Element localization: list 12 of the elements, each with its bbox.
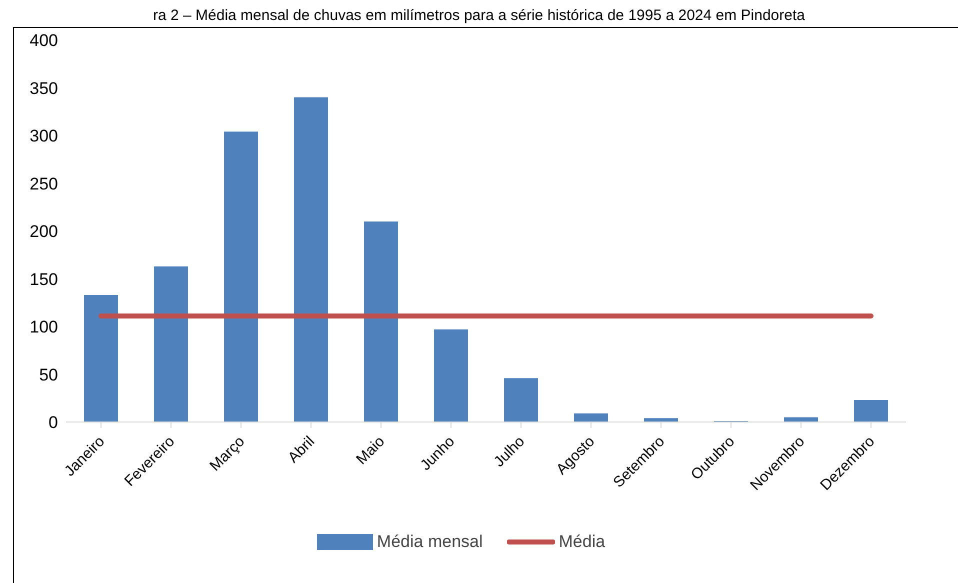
y-tick-label: 200 <box>30 222 58 242</box>
y-tick-label: 400 <box>30 31 58 50</box>
y-tick-label: 300 <box>30 126 58 146</box>
legend-label: Média mensal <box>376 532 483 552</box>
y-tick-label: 350 <box>30 78 58 98</box>
y-tick-label: 100 <box>30 318 58 337</box>
y-tick-label: 150 <box>30 270 58 289</box>
y-tick-label: 50 <box>39 365 58 384</box>
y-tick-label: 0 <box>48 413 58 432</box>
y-tick-label: 250 <box>30 174 58 194</box>
legend-label: Média <box>558 532 606 552</box>
chart-title: ra 2 – Média mensal de chuvas em milímetros para a série histórica de 1995 a 2024 em Pindoreta <box>152 7 806 24</box>
